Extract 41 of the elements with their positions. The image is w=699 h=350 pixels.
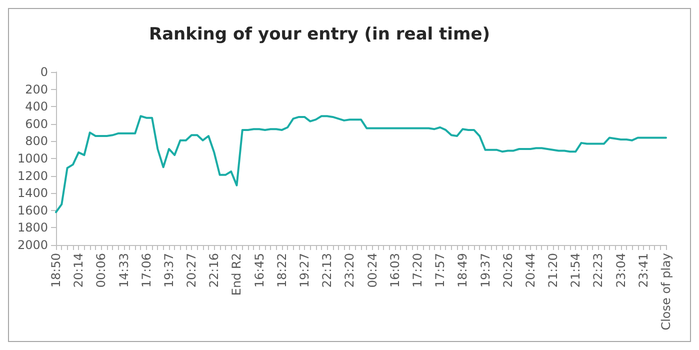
y-tick-label: 600 (25, 116, 48, 131)
y-tick-label: 800 (25, 134, 48, 148)
x-tick-label: Close of play (659, 253, 673, 330)
y-tick-label: 200 (25, 82, 48, 96)
x-tick-label: 18:22 (274, 253, 289, 288)
x-tick-label: 19:27 (298, 253, 312, 288)
x-tick-label: 17:20 (410, 253, 424, 288)
x-tick-label: 20:26 (500, 253, 515, 288)
y-tick-label: 1800 (17, 220, 48, 235)
y-tick-label: 1200 (17, 168, 48, 183)
y-tick-label: 400 (25, 100, 48, 114)
line-series (55, 115, 667, 214)
x-tick-label: 14:33 (116, 253, 131, 288)
x-tick-label: 17:06 (139, 253, 154, 288)
x-tick-label: 22:16 (207, 253, 222, 288)
x-tick-label: 20:27 (184, 253, 199, 288)
x-tick-label: 20:14 (72, 253, 86, 288)
x-tick-label: 23:04 (614, 253, 628, 288)
x-tick-label: 16:45 (252, 253, 266, 288)
y-tick-label: 2000 (17, 238, 48, 252)
x-tick-label: 19:37 (162, 253, 176, 288)
y-tick-label: 0 (40, 65, 48, 79)
x-tick-label: 20:44 (523, 253, 538, 288)
x-tick-label: 00:06 (94, 253, 108, 288)
x-tick-label: 17:57 (433, 253, 448, 288)
x-tick-label: 18:50 (49, 253, 63, 288)
x-tick-label: 18:49 (456, 253, 470, 288)
x-tick-label: 22:23 (591, 253, 606, 288)
y-tick-label: 1600 (17, 203, 48, 218)
x-tick-label: End R2 (230, 253, 244, 296)
y-tick-label: 1400 (17, 186, 48, 200)
x-tick-label: 21:20 (546, 253, 560, 288)
y-tick-label: 1000 (17, 152, 48, 166)
x-tick-label: 21:54 (568, 253, 583, 288)
x-tick-label: 16:03 (388, 253, 402, 288)
x-tick-label: 22:13 (320, 253, 334, 288)
x-tick-label: 00:24 (365, 253, 380, 288)
x-tick-label: 19:37 (478, 253, 492, 288)
x-tick-label: 23:20 (342, 253, 357, 288)
chart-title: Ranking of your entry (in real time) (149, 24, 490, 44)
x-tick-label: 23:41 (636, 253, 650, 288)
